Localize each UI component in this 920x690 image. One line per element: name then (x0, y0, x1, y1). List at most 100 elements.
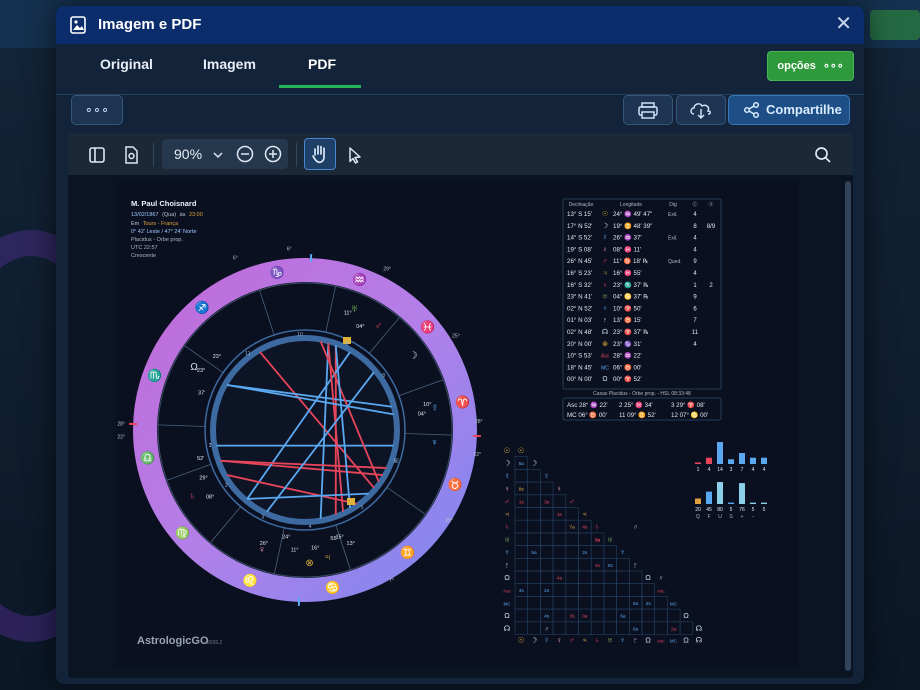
house-cusp-line (386, 487, 426, 515)
download-button[interactable] (676, 95, 726, 125)
table-header: Dig (669, 202, 677, 208)
chart-place-prefix: Em (131, 221, 140, 227)
planet-glyph: ♂ (375, 321, 383, 332)
aspect-grid-cell (527, 532, 541, 546)
close-icon[interactable]: ✕ (835, 13, 852, 35)
row-dignity: Exil. (668, 236, 677, 242)
more-options-button[interactable]: ∘∘∘ (71, 95, 123, 125)
sidebar-toggle-button[interactable] (84, 142, 110, 168)
row-planet-symbol: Ω (602, 376, 607, 383)
aspect-grid-cell (590, 583, 605, 597)
row-house: 7 (693, 318, 697, 324)
select-tool-button[interactable] (342, 142, 368, 168)
planet-degree-label: 55' (330, 536, 337, 542)
active-tab-indicator (279, 85, 361, 88)
table-header: Declinação (569, 202, 594, 208)
aspect-grid-diag-glyph: ♃ (582, 510, 588, 519)
zoom-out-icon[interactable] (235, 144, 255, 164)
zoom-in-icon[interactable] (263, 144, 283, 164)
aspect-grid-cell (628, 608, 643, 623)
aspect-grid-row-glyph: ☉ (504, 446, 511, 455)
aspect-grid-cell (527, 621, 541, 635)
aspect-grid-col-glyph: ☽ (530, 636, 537, 645)
aspect-grid-value: 6s (633, 626, 639, 632)
row-ruled-house: 2 (709, 283, 713, 289)
aspect-grid-cell (527, 596, 541, 610)
aspect-grid-cell (514, 519, 528, 534)
options-button[interactable]: opções ∘∘∘ (767, 51, 854, 81)
house-cusp-value: MC 06° ♉ 00' (567, 411, 607, 419)
element-bar-label: 1 (697, 467, 700, 473)
row-declination: 02° N 48' (567, 329, 592, 336)
tab-pdf[interactable]: PDF (308, 56, 336, 72)
aspect-line (319, 343, 330, 519)
tab-imagem[interactable]: Imagem (203, 56, 256, 72)
planet-degree-label: 26° (260, 541, 268, 547)
aspect-grid-cell (578, 557, 592, 572)
page-settings-button[interactable] (118, 142, 144, 168)
aspect-grid-value: 3s (595, 537, 601, 543)
aspect-grid-cell (514, 507, 528, 521)
aspect-grid-cell (603, 596, 617, 610)
row-planet-symbol: ♀ (602, 246, 607, 253)
aspect-lines (216, 341, 394, 519)
aspect-grid-cell (514, 532, 528, 546)
aspect-grid-cell (679, 621, 694, 635)
quality-bar (761, 502, 767, 504)
chart-place-line: Em Tours - França (131, 221, 179, 227)
quality-bar-label: 76 (739, 507, 745, 513)
vertical-scrollbar[interactable] (845, 181, 851, 671)
viewer-toolbar: 90% (68, 133, 853, 175)
aspect-grid-cell (578, 570, 592, 584)
aspect-grid-row-glyph: Ω (504, 573, 510, 582)
ring-inner-edge (157, 282, 453, 578)
house-cusp-line (274, 527, 285, 574)
row-declination: 00° N 00' (567, 376, 592, 383)
house-number: 7 (209, 443, 212, 449)
planet-degree-label: 15° (335, 535, 343, 541)
aspect-grid-cell (540, 570, 554, 584)
planet-degree-label: 24° (282, 534, 290, 540)
degree-label: 25° (452, 334, 460, 340)
aspect-grid-value: 6a (633, 601, 639, 607)
degree-label: 22° (474, 452, 482, 458)
aspect-grid-value: 8s (519, 487, 525, 493)
more-dots-icon: ∘∘∘ (84, 102, 110, 117)
share-button[interactable]: Compartilhe (728, 95, 850, 125)
aspect-grid-cell (616, 570, 630, 584)
aspect-grid-diag-glyph: ☊ (695, 624, 702, 633)
tab-original[interactable]: Original (100, 56, 153, 72)
house-cusp-line (404, 433, 452, 436)
degree-label: 22° (117, 434, 125, 440)
planet-degree-label: 11° (344, 311, 352, 317)
aspect-grid-value: 2a (671, 626, 677, 632)
aspect-grid-value: 4a (557, 576, 563, 582)
hand-tool-button[interactable] (304, 138, 336, 170)
aspect-grid-cell (527, 583, 541, 597)
planet-degree-label: 23° (213, 354, 221, 360)
aspect-grid-diag-glyph: ♂ (569, 497, 575, 506)
share-icon (743, 101, 760, 119)
row-longitude: 04° ♋ 37' ℞ (613, 293, 649, 301)
zoom-value[interactable]: 90% (174, 146, 203, 162)
house-cusp-value: 11 09° ♊ 52' (619, 411, 656, 419)
aspect-grid-cell (603, 621, 617, 635)
aspect-line (226, 384, 394, 416)
row-house: 11 (692, 330, 699, 336)
aspect-grid-row-glyph: ♇ (504, 560, 510, 569)
row-longitude: 00° ♈ 52' (613, 375, 642, 383)
aspect-grid-row-glyph: ☽ (504, 459, 511, 468)
aspect-grid-row-glyph: ♂ (504, 497, 510, 506)
row-house: 9 (693, 295, 697, 301)
quality-bar (717, 482, 723, 504)
search-button[interactable] (810, 142, 836, 168)
house-cusp-value: 2 25° ♓ 34' (619, 401, 653, 409)
row-planet-symbol: ♂ (602, 258, 607, 265)
row-declination: 23° N 41' (567, 294, 592, 301)
print-button[interactable] (623, 95, 673, 125)
aspect-grid-cell (527, 557, 541, 572)
chevron-down-icon[interactable] (212, 149, 224, 161)
aspect-grid-cell (514, 545, 528, 559)
aspect-grid-col-glyph: ♇ (632, 636, 638, 645)
house-cusp-line (210, 506, 242, 543)
